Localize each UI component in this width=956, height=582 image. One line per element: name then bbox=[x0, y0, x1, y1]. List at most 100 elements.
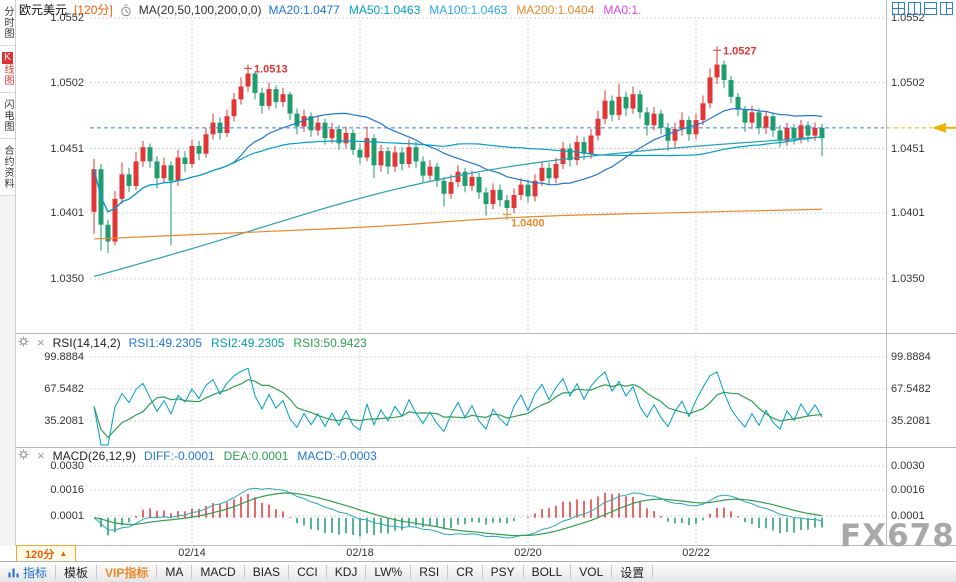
toolbar-item-label: VOL bbox=[579, 565, 604, 579]
tab-label: 电图 bbox=[2, 110, 13, 132]
rsi-button[interactable]: RSI bbox=[411, 565, 449, 579]
price-annotation: 1.0527 bbox=[723, 45, 757, 57]
panel-separators bbox=[0, 0, 956, 546]
macd-readout: MACD:-0.0003 bbox=[297, 449, 377, 463]
rsi-layer bbox=[93, 367, 823, 446]
templates-button[interactable]: 模板 bbox=[56, 565, 98, 580]
rsi-readouts: RSI1:49.2305 RSI2:49.2305 RSI3:50.9423 bbox=[129, 336, 367, 350]
ma-settings-label[interactable]: MA(20,50,100,200,0,0) bbox=[138, 2, 262, 17]
rsi-fast-line bbox=[93, 367, 823, 446]
tab-label: 约资料 bbox=[2, 156, 13, 189]
rsi1-readout: RSI1:49.2305 bbox=[128, 336, 203, 350]
macd-close-icon[interactable]: × bbox=[37, 448, 45, 463]
ma100-line bbox=[93, 136, 823, 277]
macd-settings-icon[interactable] bbox=[18, 449, 29, 463]
macd-diff-line bbox=[93, 487, 823, 539]
macd-button[interactable]: MACD bbox=[192, 565, 245, 579]
layout-switcher bbox=[892, 2, 953, 15]
settings-button[interactable]: 设置 bbox=[612, 565, 654, 580]
tab-label: 闪 bbox=[2, 99, 13, 110]
bar-chart-icon bbox=[8, 568, 19, 577]
ma50-readout: MA50:1.0463 bbox=[348, 2, 421, 17]
ma200-readout: MA200:1.0404 bbox=[516, 2, 595, 17]
price-annotations-layer: 1.0513 1.0527 1.0400 bbox=[244, 45, 757, 229]
indicators-button[interactable]: 指标 bbox=[0, 565, 57, 580]
rsi-panel-header: × RSI(14,14,2) RSI1:49.2305 RSI2:49.2305 R… bbox=[18, 336, 367, 350]
cci-button[interactable]: CCI bbox=[289, 565, 327, 579]
bias-button[interactable]: BIAS bbox=[245, 565, 290, 579]
macd-title[interactable]: MACD(26,12,9) bbox=[52, 449, 136, 463]
tab-kline-chart[interactable]: K线图 bbox=[0, 46, 15, 93]
ma-button[interactable]: MA bbox=[157, 565, 193, 579]
ma200-line bbox=[93, 208, 823, 240]
toolbar-item-label: CR bbox=[456, 565, 474, 579]
layout-vsplit-icon[interactable] bbox=[908, 2, 921, 15]
macd-histogram-layer bbox=[100, 492, 823, 537]
toolbar-item-label: 指标 bbox=[23, 565, 48, 580]
chart-type-sidebar: 分时图 K线图 闪电图 合约资料 bbox=[0, 0, 16, 546]
psy-button[interactable]: PSY bbox=[483, 565, 524, 579]
macd-lines-layer bbox=[93, 487, 823, 539]
cr-button[interactable]: CR bbox=[448, 565, 483, 579]
tab-label: 时图 bbox=[2, 17, 13, 39]
tab-flash-chart[interactable]: 闪电图 bbox=[0, 93, 15, 139]
price-annotation: 1.0400 bbox=[511, 217, 545, 229]
rsi2-readout: RSI2:49.2305 bbox=[211, 336, 285, 350]
toolbar-item-label: VIP指标 bbox=[105, 565, 149, 580]
timeframe-tag[interactable]: [120分] bbox=[74, 3, 113, 17]
toolbar-item-label: 设置 bbox=[620, 565, 645, 580]
dea-readout: DEA:0.0001 bbox=[223, 449, 289, 463]
toolbar-item-label: BIAS bbox=[252, 565, 281, 579]
vol-button[interactable]: VOL bbox=[571, 565, 613, 579]
tab-contract-info[interactable]: 合约资料 bbox=[0, 139, 15, 196]
price-marker-arrow-icon bbox=[932, 122, 946, 133]
ma100-readout: MA100:1.0463 bbox=[429, 2, 508, 17]
rsi3-readout: RSI3:50.9423 bbox=[293, 336, 367, 350]
tab-label: 合 bbox=[2, 145, 13, 156]
tab-label: K bbox=[2, 52, 13, 64]
macd-panel-header: × MACD(26,12,9) DIFF:-0.0001 DEA:0.0001 MA… bbox=[18, 449, 377, 463]
ma50-line bbox=[93, 136, 823, 213]
toolbar-item-label: BOLL bbox=[531, 565, 563, 579]
toolbar-item-label: CCI bbox=[297, 565, 318, 579]
moving-averages-layer bbox=[93, 107, 823, 277]
macd-dea-line bbox=[93, 492, 823, 537]
rsi-slow-line bbox=[93, 379, 823, 439]
ma-readouts: MA20:1.0477 MA50:1.0463 MA100:1.0463 MA200:… bbox=[268, 3, 641, 17]
toolbar-item-label: PSY bbox=[490, 565, 515, 579]
tab-label: 线图 bbox=[2, 64, 13, 86]
watermark: FX678 bbox=[840, 518, 955, 554]
toolbar-item-label: MACD bbox=[200, 565, 236, 579]
clock-icon bbox=[120, 4, 132, 16]
timeframe-button[interactable]: 120分 ▲ bbox=[16, 545, 77, 562]
toolbar-item-label: 模板 bbox=[64, 565, 89, 580]
price-annotation: 1.0513 bbox=[254, 63, 288, 75]
chart-header: 欧元美元 [120分] MA(20,50,100,200,0,0) MA20:1… bbox=[19, 2, 641, 18]
timeframe-button-label: 120分 bbox=[25, 548, 55, 561]
grid-lines bbox=[90, 17, 884, 543]
rsi-close-icon[interactable]: × bbox=[37, 335, 45, 350]
kdj-button[interactable]: KDJ bbox=[327, 565, 367, 579]
tab-intraday-chart[interactable]: 分时图 bbox=[0, 0, 15, 46]
ma20-readout: MA20:1.0477 bbox=[268, 2, 340, 17]
rsi-settings-icon[interactable] bbox=[18, 336, 29, 350]
layout-mixed-icon[interactable] bbox=[940, 2, 953, 15]
toolbar-item-label: KDJ bbox=[334, 565, 358, 579]
symbol-name[interactable]: 欧元美元 bbox=[19, 3, 68, 17]
indicator-toolbar: 指标 模板 VIP指标 MA MACD BIAS CCI KDJ LW% RSI CR PSY BOLL… bbox=[0, 561, 956, 582]
timeframe-dropdown-arrow: ▲ bbox=[59, 549, 68, 558]
toolbar-item-label: LW% bbox=[374, 565, 403, 579]
layout-hsplit-icon[interactable] bbox=[924, 2, 937, 15]
layout-quad-icon[interactable] bbox=[892, 2, 905, 15]
diff-readout: DIFF:-0.0001 bbox=[143, 449, 215, 463]
vip-indicators-button[interactable]: VIP指标 bbox=[97, 565, 158, 580]
lw-button[interactable]: LW% bbox=[366, 565, 412, 579]
current-price-layer bbox=[90, 122, 956, 133]
ma0-readout: MA0:1. bbox=[603, 2, 642, 17]
toolbar-item-label: MA bbox=[165, 565, 184, 579]
rsi-title[interactable]: RSI(14,14,2) bbox=[52, 336, 121, 350]
tab-label: 分 bbox=[2, 6, 13, 17]
toolbar-item-label: RSI bbox=[419, 565, 440, 579]
boll-button[interactable]: BOLL bbox=[524, 565, 572, 579]
